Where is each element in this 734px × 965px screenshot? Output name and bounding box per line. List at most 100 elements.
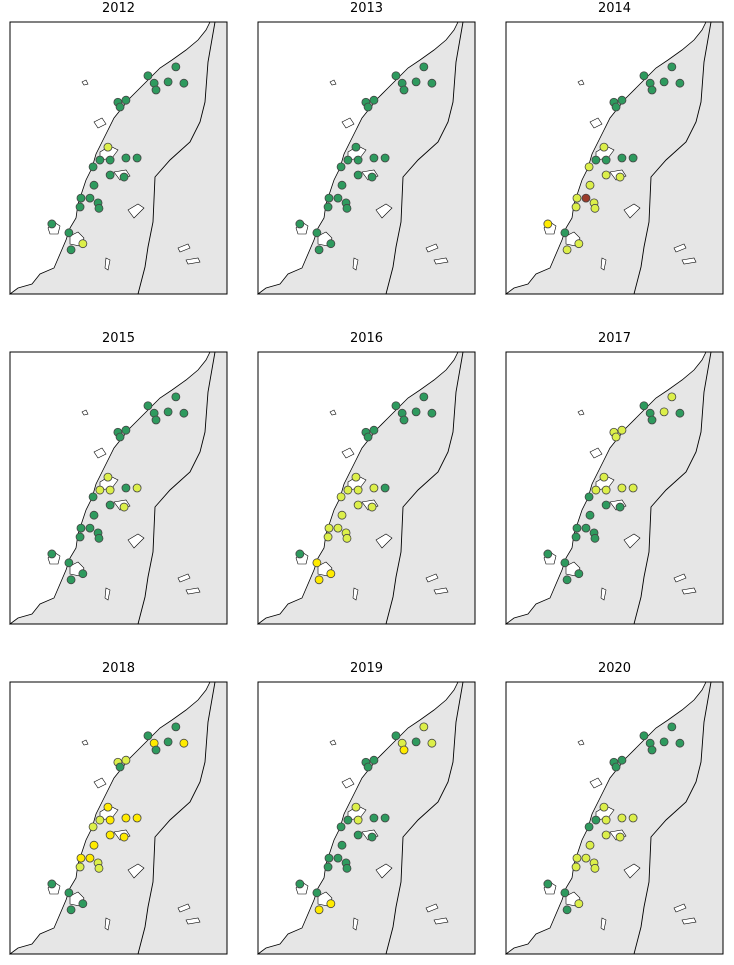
site-dot [143,401,153,411]
site-dot [574,239,584,249]
panel-title: 2019 [350,661,383,676]
site-dot [639,71,649,81]
site-dot [369,425,379,435]
site-dot [95,815,105,825]
panel-title: 2015 [102,331,135,346]
site-dot [560,558,570,568]
site-dot [572,523,582,533]
site-dot [380,153,390,163]
site-dot [574,899,584,909]
site-dot [380,813,390,823]
site-dot [105,170,115,180]
site-dot [560,888,570,898]
site-dot [659,737,669,747]
site-dot [179,408,189,418]
site-dot [581,853,591,863]
site-dot [132,813,142,823]
site-dot [295,879,305,889]
site-dot [419,392,429,402]
site-dot [105,155,115,165]
site-dot [571,532,581,542]
site-dot [667,722,677,732]
panel-title: 2012 [102,1,135,16]
site-dot [591,485,601,495]
site-dot [76,853,86,863]
site-dot [659,407,669,417]
site-dot [353,830,363,840]
site-dot [562,575,572,585]
site-dot [581,193,591,203]
site-dot [343,155,353,165]
site-dot [615,172,625,182]
map-background [257,681,476,955]
site-dot [171,722,181,732]
site-dot [333,193,343,203]
site-dot [601,155,611,165]
panel-title: 2018 [102,661,135,676]
map-background [9,681,228,955]
site-dot [353,155,363,165]
site-dot [121,813,131,823]
site-dot [601,170,611,180]
site-dot [314,905,324,915]
site-dot [353,500,363,510]
site-dot [179,738,189,748]
site-dot [121,755,131,765]
map-panel: 2016 [257,331,476,625]
site-dot [667,392,677,402]
site-dot [617,813,627,823]
site-dot [369,153,379,163]
site-dot [611,102,621,112]
site-dot [659,77,669,87]
map-background [505,681,724,955]
site-dot [47,549,57,559]
sites [543,722,685,915]
site-dot [85,523,95,533]
map-panel: 2017 [505,331,724,625]
site-dot [585,180,595,190]
panel-title: 2020 [598,661,631,676]
site-dot [628,813,638,823]
site-dot [119,832,129,842]
map-panel: 2012 [9,1,228,295]
site-dot [353,170,363,180]
site-dot [163,407,173,417]
site-dot [667,62,677,72]
site-dot [590,203,600,213]
site-dot [367,832,377,842]
site-dot [295,219,305,229]
site-dot [326,239,336,249]
panel-title: 2016 [350,331,383,346]
site-dot [617,425,627,435]
sites [543,392,685,585]
site-dot [314,245,324,255]
map-background [505,21,724,295]
site-dot [336,822,346,832]
site-dot [391,401,401,411]
panel-title: 2013 [350,1,383,16]
sites [47,62,189,255]
site-dot [543,219,553,229]
site-dot [560,228,570,238]
site-dot [591,815,601,825]
site-dot [342,863,352,873]
site-dot [326,899,336,909]
site-dot [105,500,115,510]
site-dot [47,219,57,229]
site-dot [323,862,333,872]
site-dot [88,162,98,172]
map-background [257,351,476,625]
site-dot [337,840,347,850]
site-dot [89,510,99,520]
site-dot [363,102,373,112]
site-dot [336,162,346,172]
site-dot [601,830,611,840]
site-dot [590,533,600,543]
site-dot [78,239,88,249]
site-dot [639,731,649,741]
site-dot [639,401,649,411]
site-dot [427,408,437,418]
site-dot [76,523,86,533]
site-dot [399,85,409,95]
